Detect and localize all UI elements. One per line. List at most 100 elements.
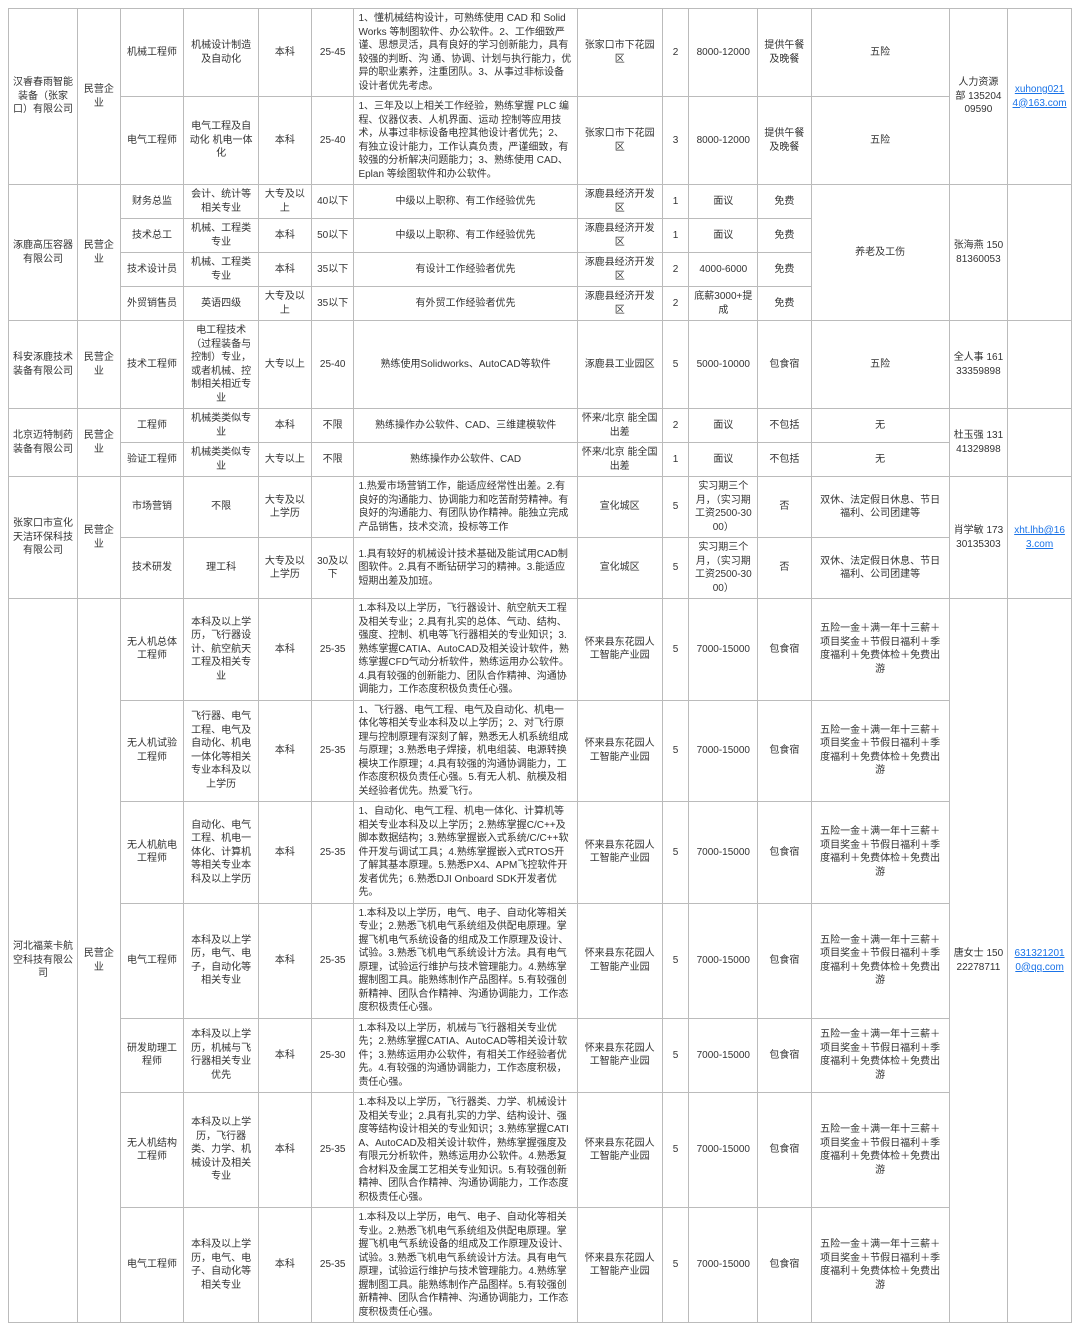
- age: [311, 477, 354, 538]
- req: 1、自动化、电气工程、机电一体化、计算机等相关专业本科及以上学历；2.熟练掌握C…: [354, 802, 577, 904]
- loc: 张家口市下花园区: [577, 97, 662, 185]
- num: 5: [662, 700, 689, 802]
- post: 电气工程师: [120, 903, 184, 1018]
- edu: 本科: [258, 802, 311, 904]
- salary: 7000-15000: [689, 1208, 758, 1323]
- table-row: 电气工程师 本科及以上学历，电气、电子、自动化等相关专业 本科 25-35 1.…: [9, 1208, 1072, 1323]
- age: 25-40: [311, 97, 354, 185]
- insurance: 五险一金＋满一年十三薪＋项目奖金＋节假日福利＋季度福利＋免费体检＋免费出游: [811, 903, 949, 1018]
- age: 25-35: [311, 903, 354, 1018]
- edu: 大专及以上学历: [258, 477, 311, 538]
- req: 熟练使用Solidworks、AutoCAD等软件: [354, 321, 577, 409]
- post: 机械工程师: [120, 9, 184, 97]
- welfare: 包食宿: [758, 321, 811, 409]
- num: 5: [662, 538, 689, 599]
- company-type: 民营企业: [78, 409, 121, 477]
- req: 1、飞行器、电气工程、电气及自动化、机电一体化等相关专业本科及以上学历；2、对飞…: [354, 700, 577, 802]
- major: 机械、工程类专业: [184, 253, 258, 287]
- post: 无人机结构工程师: [120, 1093, 184, 1208]
- age: 25-35: [311, 802, 354, 904]
- company-name: 北京迈特制药装备有限公司: [9, 409, 78, 477]
- table-row: 无人机试验工程师 飞行器、电气工程、电气及自动化、机电一体化等相关专业本科及以上…: [9, 700, 1072, 802]
- salary: 7000-15000: [689, 903, 758, 1018]
- salary: 7000-15000: [689, 1018, 758, 1093]
- contact: 全人事 16133359898: [949, 321, 1007, 409]
- major: 英语四级: [184, 287, 258, 321]
- table-row: 河北福莱卡航空科技有限公司 民营企业 无人机总体工程师 本科及以上学历，飞行器设…: [9, 599, 1072, 701]
- major: 电工程技术（过程装备与控制）专业，或者机械、控制相关相近专业: [184, 321, 258, 409]
- welfare: 包食宿: [758, 1208, 811, 1323]
- major: 不限: [184, 477, 258, 538]
- insurance: 五险: [811, 321, 949, 409]
- loc: 宣化城区: [577, 477, 662, 538]
- major: 机械类类似专业: [184, 409, 258, 443]
- salary: 8000-12000: [689, 97, 758, 185]
- email-link[interactable]: xuhong0214@163.com: [1013, 84, 1067, 109]
- post: 无人机试验工程师: [120, 700, 184, 802]
- post: 研发助理工程师: [120, 1018, 184, 1093]
- email-link[interactable]: 6313212010@qq.com: [1015, 948, 1065, 973]
- salary: 面议: [689, 219, 758, 253]
- num: 5: [662, 802, 689, 904]
- post: 财务总监: [120, 185, 184, 219]
- age: 25-35: [311, 1208, 354, 1323]
- major: 飞行器、电气工程、电气及自动化、机电一体化等相关专业本科及以上学历: [184, 700, 258, 802]
- loc: 涿鹿县经济开发区: [577, 219, 662, 253]
- salary: 7000-15000: [689, 700, 758, 802]
- insurance: 五险: [811, 97, 949, 185]
- company-type: 民营企业: [78, 321, 121, 409]
- table-row: 张家口市宣化天洁环保科技有限公司 民营企业 市场营销 不限 大专及以上学历 1.…: [9, 477, 1072, 538]
- welfare: 免费: [758, 219, 811, 253]
- edu: 本科: [258, 1208, 311, 1323]
- salary: 5000-10000: [689, 321, 758, 409]
- major: 理工科: [184, 538, 258, 599]
- loc: 怀来/北京 能全国出差: [577, 409, 662, 443]
- num: 2: [662, 253, 689, 287]
- major: 本科及以上学历，电气、电子，自动化等相关专业: [184, 903, 258, 1018]
- age: 40以下: [311, 185, 354, 219]
- table-row: 涿鹿高压容器有限公司 民营企业 财务总监 会计、统计等相关专业 大专及以上 40…: [9, 185, 1072, 219]
- edu: 大专及以上学历: [258, 538, 311, 599]
- req: 1.热爱市场营销工作，能适应经常性出差。2.有良好的沟通能力、协调能力和吃苦耐劳…: [354, 477, 577, 538]
- num: 1: [662, 219, 689, 253]
- salary: 底薪3000+提成: [689, 287, 758, 321]
- insurance: 双休、法定假日休息、节日福利、公司团建等: [811, 538, 949, 599]
- insurance: 五险一金＋满一年十三薪＋项目奖金＋节假日福利＋季度福利＋免费体检＋免费出游: [811, 1208, 949, 1323]
- salary: 8000-12000: [689, 9, 758, 97]
- num: 5: [662, 599, 689, 701]
- email-cell: [1008, 321, 1072, 409]
- post: 技术工程师: [120, 321, 184, 409]
- email-link[interactable]: xht.lhb@163.com: [1014, 525, 1065, 550]
- welfare: 不包括: [758, 443, 811, 477]
- edu: 本科: [258, 253, 311, 287]
- salary: 7000-15000: [689, 802, 758, 904]
- welfare: 免费: [758, 253, 811, 287]
- req: 1、懂机械结构设计，可熟练使用 CAD 和 SolidWorks 等制图软件、办…: [354, 9, 577, 97]
- req: 有外贸工作经验者优先: [354, 287, 577, 321]
- num: 3: [662, 97, 689, 185]
- post: 技术研发: [120, 538, 184, 599]
- loc: 怀来县东花园人工智能产业园: [577, 1018, 662, 1093]
- email-cell: 6313212010@qq.com: [1008, 599, 1072, 1323]
- num: 5: [662, 1093, 689, 1208]
- num: 1: [662, 443, 689, 477]
- loc: 怀来县东花园人工智能产业园: [577, 903, 662, 1018]
- company-type: 民营企业: [78, 9, 121, 185]
- req: 1.本科及以上学历，飞行器类、力学、机械设计及相关专业；2.具有扎实的力学、结构…: [354, 1093, 577, 1208]
- salary: 实习期三个月，（实习期工资2500-3000）: [689, 538, 758, 599]
- welfare: 提供午餐及晚餐: [758, 97, 811, 185]
- email-cell: xht.lhb@163.com: [1008, 477, 1072, 599]
- age: 25-40: [311, 321, 354, 409]
- welfare: 否: [758, 538, 811, 599]
- num: 5: [662, 1018, 689, 1093]
- table-row: 研发助理工程师 本科及以上学历，机械与飞行器相关专业优先 本科 25-30 1.…: [9, 1018, 1072, 1093]
- req: 1、三年及以上相关工作经验，熟练掌握 PLC 编程、仪器仪表、人机界面、运动 控…: [354, 97, 577, 185]
- insurance: 五险一金＋满一年十三薪＋项目奖金＋节假日福利＋季度福利＋免费体检＋免费出游: [811, 599, 949, 701]
- insurance: 五险: [811, 9, 949, 97]
- edu: 大专以上: [258, 443, 311, 477]
- edu: 本科: [258, 409, 311, 443]
- age: 25-30: [311, 1018, 354, 1093]
- company-name: 张家口市宣化天洁环保科技有限公司: [9, 477, 78, 599]
- major: 机械设计制造及自动化: [184, 9, 258, 97]
- num: 2: [662, 409, 689, 443]
